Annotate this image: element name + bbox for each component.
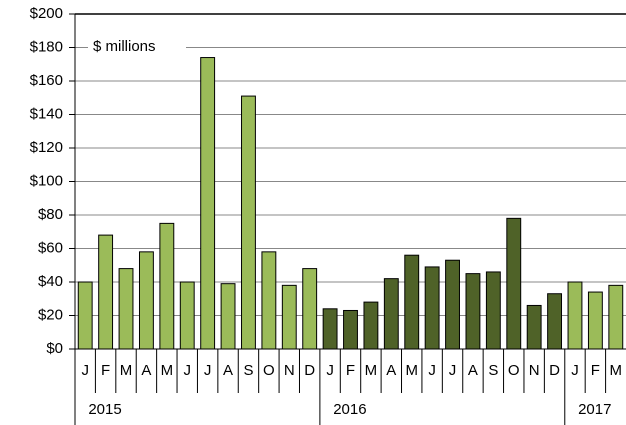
x-tick-label: J <box>204 362 212 379</box>
year-label: 2016 <box>333 401 366 418</box>
bar <box>220 283 236 350</box>
x-tick-label: J <box>571 362 579 379</box>
bar <box>241 95 256 350</box>
bar <box>98 234 114 350</box>
x-tick-label: N <box>529 362 540 379</box>
annotation-bg <box>88 36 186 58</box>
bar <box>608 284 624 350</box>
bar <box>526 304 542 350</box>
x-tick-label: D <box>304 362 315 379</box>
x-tick-label: A <box>223 362 233 379</box>
bar <box>281 284 297 350</box>
bar <box>138 251 154 350</box>
bar <box>587 291 603 350</box>
x-tick-label: M <box>120 362 133 379</box>
x-tick-label: J <box>326 362 334 379</box>
x-tick-label: S <box>488 362 498 379</box>
x-tick-label: S <box>243 362 253 379</box>
year-label: 2017 <box>578 401 611 418</box>
bar <box>118 268 134 350</box>
x-tick-label: N <box>284 362 295 379</box>
x-tick-label: F <box>101 362 110 379</box>
x-tick-label: F <box>346 362 355 379</box>
bar <box>343 309 358 350</box>
bar <box>77 281 93 350</box>
bar <box>485 271 501 350</box>
y-tick-label: $40 <box>38 273 63 290</box>
x-tick-label: F <box>591 362 600 379</box>
bar <box>179 281 195 350</box>
x-tick-label: A <box>141 362 151 379</box>
bar <box>322 308 338 350</box>
bar <box>159 222 175 350</box>
bar <box>465 273 481 350</box>
y-tick-label: $200 <box>30 5 63 22</box>
bar <box>547 293 563 350</box>
annotation: $ millions <box>93 38 156 55</box>
bar <box>363 301 379 350</box>
bar <box>404 254 420 350</box>
y-tick-label: $80 <box>38 206 63 223</box>
y-tick-label: $120 <box>30 139 63 156</box>
bar <box>261 251 277 350</box>
y-tick-label: $140 <box>30 105 63 122</box>
bar <box>302 268 318 350</box>
y-tick-label: $60 <box>38 239 63 256</box>
x-tick-label: J <box>183 362 191 379</box>
x-tick-label: A <box>468 362 478 379</box>
x-tick-label: J <box>428 362 436 379</box>
y-tick-label: $180 <box>30 38 63 55</box>
bar <box>567 281 583 350</box>
x-tick-label: A <box>386 362 396 379</box>
x-tick-label: M <box>405 362 418 379</box>
x-tick-label: J <box>81 362 89 379</box>
bar <box>424 266 440 350</box>
bar <box>383 278 399 350</box>
x-tick-label: D <box>549 362 560 379</box>
bar <box>506 217 522 350</box>
x-tick-label: O <box>263 362 275 379</box>
bar <box>200 57 216 350</box>
y-tick-label: $160 <box>30 72 63 89</box>
year-label: 2015 <box>88 401 121 418</box>
bar <box>445 259 460 350</box>
x-tick-label: O <box>508 362 520 379</box>
x-tick-label: M <box>610 362 623 379</box>
x-tick-label: M <box>161 362 174 379</box>
y-tick-label: $100 <box>30 172 63 189</box>
x-tick-label: J <box>449 362 457 379</box>
x-tick-label: M <box>365 362 378 379</box>
y-tick-label: $20 <box>38 306 63 323</box>
y-tick-label: $0 <box>46 340 63 357</box>
